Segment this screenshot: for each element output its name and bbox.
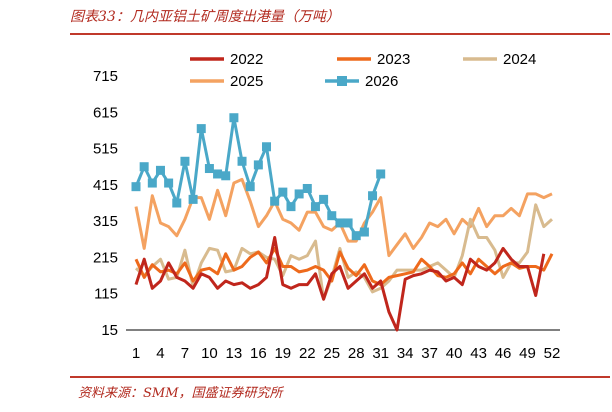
x-tick-label: 40 — [446, 345, 463, 362]
series-point-2026 — [245, 182, 255, 192]
series-point-2026 — [351, 231, 361, 241]
x-tick-label: 16 — [250, 345, 267, 362]
legend-label-2022: 2022 — [230, 51, 263, 68]
source-divider — [70, 376, 610, 378]
x-tick-label: 28 — [348, 345, 365, 362]
x-tick-label: 4 — [156, 345, 164, 362]
series-point-2026 — [131, 182, 141, 192]
series-point-2026 — [278, 187, 288, 197]
series-point-2026 — [155, 165, 165, 175]
x-tick-label: 10 — [201, 345, 218, 362]
series-point-2026 — [188, 194, 198, 204]
legend-label-2023: 2023 — [377, 51, 410, 68]
x-tick-label: 7 — [181, 345, 189, 362]
series-point-2026 — [335, 218, 345, 228]
x-tick-label: 31 — [372, 345, 389, 362]
series-point-2026 — [180, 156, 190, 166]
y-tick-label: 15 — [101, 322, 118, 339]
y-tick-label: 715 — [93, 68, 118, 85]
x-tick-label: 52 — [544, 345, 561, 362]
y-tick-label: 115 — [94, 286, 118, 303]
series-point-2026 — [270, 196, 280, 206]
series-point-2026 — [139, 162, 149, 172]
x-tick-label: 49 — [519, 345, 536, 362]
series-point-2026 — [172, 198, 182, 208]
x-tick-label: 19 — [274, 345, 291, 362]
series-point-2026 — [343, 218, 353, 228]
series-point-2026 — [327, 211, 337, 221]
series-line-2022 — [134, 236, 546, 332]
series-point-2026 — [368, 191, 378, 201]
chart-title: 图表33：几内亚铝土矿周度出港量（万吨） — [70, 9, 340, 25]
legend-label-2025: 2025 — [230, 73, 263, 90]
x-tick-label: 43 — [470, 345, 487, 362]
source-note: 资料来源：SMM，国盛证券研究所 — [78, 386, 283, 401]
y-tick-label: 215 — [93, 249, 118, 266]
legend-marker-2026 — [337, 76, 347, 86]
series-point-2026 — [294, 189, 304, 199]
series-point-2026 — [237, 156, 247, 166]
title-divider — [70, 33, 610, 35]
x-tick-label: 22 — [299, 345, 316, 362]
series-point-2026 — [310, 202, 320, 212]
x-tick-label: 46 — [495, 345, 512, 362]
series-point-2026 — [147, 178, 157, 188]
series-line-2025 — [134, 177, 553, 258]
y-tick-label: 615 — [93, 104, 118, 121]
legend-label-2026: 2026 — [365, 73, 398, 90]
series-point-2026 — [319, 194, 329, 204]
series-point-2026 — [359, 227, 369, 237]
x-tick-label: 34 — [397, 345, 414, 362]
y-tick-label: 415 — [93, 177, 118, 194]
series-point-2026 — [204, 164, 214, 174]
series-point-2026 — [213, 169, 223, 179]
series-point-2026 — [376, 169, 386, 179]
series-point-2026 — [196, 124, 206, 134]
series-line-2023 — [134, 246, 554, 287]
x-tick-label: 13 — [226, 345, 243, 362]
series-point-2026 — [253, 160, 263, 170]
x-tick-label: 25 — [323, 345, 340, 362]
series-line-2026 — [134, 116, 383, 238]
series-point-2026 — [164, 178, 174, 188]
series-point-2026 — [262, 142, 272, 152]
x-tick-label: 1 — [132, 345, 140, 362]
legend-label-2024: 2024 — [503, 51, 536, 68]
x-tick-label: 37 — [421, 345, 438, 362]
series-point-2026 — [286, 202, 296, 212]
series-point-2026 — [221, 171, 231, 181]
series-point-2026 — [229, 113, 239, 123]
series-point-2026 — [302, 183, 312, 193]
y-tick-label: 315 — [93, 213, 118, 230]
y-tick-label: 515 — [93, 141, 118, 158]
